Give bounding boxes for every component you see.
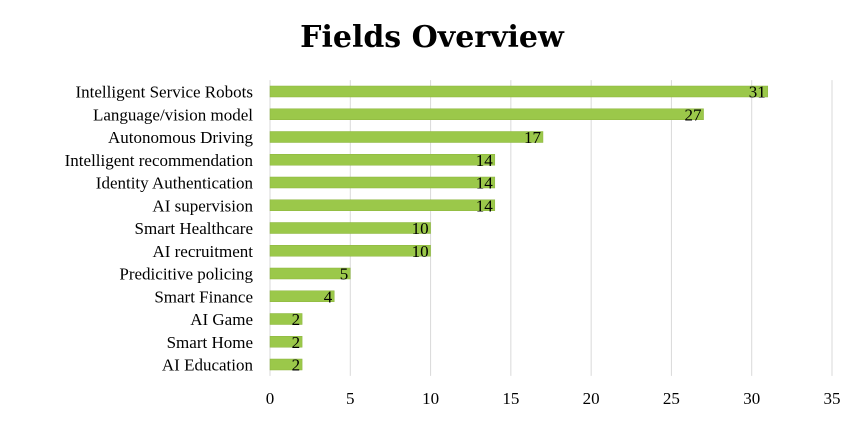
x-tick-label: 15: [502, 389, 519, 408]
data-label: 2: [292, 356, 301, 375]
x-tick-label: 5: [346, 389, 355, 408]
data-label: 14: [476, 174, 494, 193]
x-tick-label: 35: [824, 389, 841, 408]
bar: [269, 131, 544, 143]
category-label: Smart Healthcare: [135, 219, 253, 238]
x-tick-label: 25: [663, 389, 680, 408]
bar: [269, 108, 704, 120]
data-label: 17: [524, 128, 542, 147]
data-label: 2: [292, 333, 301, 352]
x-tick-label: 20: [583, 389, 600, 408]
data-label: 31: [749, 83, 766, 102]
category-label: AI Education: [162, 356, 254, 375]
bar: [269, 176, 496, 189]
category-label: Predicitive policing: [119, 265, 253, 284]
data-label: 4: [324, 287, 333, 306]
data-label: 14: [476, 196, 494, 215]
category-label: Language/vision model: [93, 105, 253, 124]
chart-title: Fields Overview: [300, 20, 565, 55]
category-label: AI recruitment: [152, 242, 253, 261]
x-tick-label: 0: [266, 389, 275, 408]
bar: [269, 336, 303, 348]
x-tick-label: 30: [743, 389, 760, 408]
category-label: Intelligent Service Robots: [75, 83, 253, 102]
bar: [269, 290, 335, 302]
bar: [269, 358, 303, 371]
bar: [269, 245, 431, 257]
bars: [269, 85, 769, 371]
data-label: 10: [412, 219, 429, 238]
data-label: 10: [412, 242, 429, 261]
bar: [269, 85, 769, 98]
category-label: AI Game: [190, 310, 253, 329]
bar: [269, 267, 351, 280]
bar: [269, 154, 496, 166]
category-label: Smart Home: [167, 333, 253, 352]
x-axis-tick-labels: 0 5 10 15 20 25 30 35: [266, 389, 841, 408]
category-labels: Intelligent Service Robots Language/visio…: [65, 83, 254, 375]
bar: [269, 222, 431, 234]
data-label: 5: [340, 265, 349, 284]
category-label: Smart Finance: [154, 287, 253, 306]
data-label: 2: [292, 310, 301, 329]
x-tick-label: 10: [422, 389, 439, 408]
bar: [269, 199, 496, 211]
data-label: 14: [476, 151, 494, 170]
bar: [269, 313, 303, 325]
category-label: Autonomous Driving: [108, 128, 253, 147]
category-label: Intelligent recommendation: [65, 151, 254, 170]
data-label: 27: [685, 105, 703, 124]
category-label: Identity Authentication: [96, 174, 254, 193]
category-label: AI supervision: [152, 196, 253, 215]
data-labels: 31 27 17 14 14 14 10 10 54 2 2 2: [292, 83, 766, 375]
